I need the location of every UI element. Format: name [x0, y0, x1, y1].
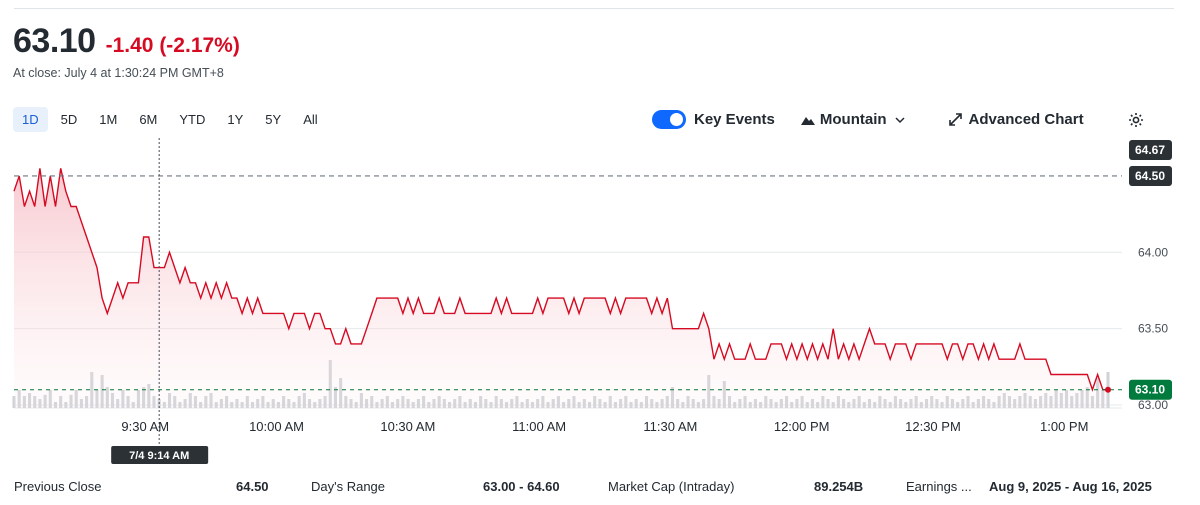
mountain-icon: [800, 116, 815, 125]
advanced-chart-button[interactable]: Advanced Chart: [948, 111, 1084, 128]
y-tick-label: 63.00: [1138, 398, 1168, 412]
y-tick-label: 64.00: [1138, 245, 1168, 259]
stat-previous-close-label: Previous Close: [14, 479, 102, 494]
last-price: 63.10: [13, 22, 96, 60]
x-tick-label: 1:00 PM: [1040, 419, 1088, 434]
stat-days-range-value: 63.00 - 64.60: [483, 479, 560, 494]
key-events-label: Key Events: [694, 111, 775, 128]
stat-earnings-value: Aug 9, 2025 - Aug 16, 2025: [989, 479, 1152, 494]
toggle-switch[interactable]: [652, 110, 686, 129]
range-all[interactable]: All: [303, 112, 318, 127]
stat-market-cap-label: Market Cap (Intraday): [608, 479, 735, 494]
last-price-tag: 63.10: [1135, 383, 1165, 397]
chevron-down-icon: [895, 116, 905, 123]
price-chart[interactable]: 64.00 63.50 63.00 64.50 64.67 63.10 7/4 9:14 …: [0, 130, 1200, 465]
y-tick-label: 63.50: [1138, 322, 1168, 336]
key-events-toggle[interactable]: Key Events: [652, 110, 775, 129]
x-tick-label: 11:30 AM: [643, 419, 697, 434]
range-1d[interactable]: 1D: [13, 107, 48, 132]
previous-close-tag-bg: [1129, 165, 1172, 186]
crosshair-label-bg: [111, 446, 209, 464]
x-tick-label: 9:30 AM: [121, 419, 169, 434]
toggle-knob: [670, 113, 683, 126]
range-6m[interactable]: 6M: [139, 112, 158, 127]
range-5d[interactable]: 5D: [60, 112, 78, 127]
settings-button[interactable]: [1128, 112, 1144, 128]
advanced-chart-label: Advanced Chart: [968, 111, 1084, 128]
high-price-tag: 64.67: [1135, 143, 1165, 157]
stat-days-range-label: Day's Range: [311, 479, 386, 494]
chart-toolbar: Key Events Mountain Advanced Chart: [652, 110, 1144, 129]
range-1y[interactable]: 1Y: [227, 112, 244, 127]
stat-previous-close-value: 64.50: [236, 479, 269, 494]
expand-icon: [948, 113, 962, 126]
last-price-tag-bg: [1129, 379, 1172, 400]
price-change-percent: (-2.17%): [159, 34, 240, 57]
stat-earnings-label: Earnings ...: [906, 479, 972, 494]
range-1m[interactable]: 1M: [99, 112, 118, 127]
gear-icon: [1128, 112, 1143, 127]
chart-type-dropdown[interactable]: Mountain: [800, 111, 905, 128]
last-price-dot: [1105, 386, 1111, 393]
price-line: [13, 168, 1108, 392]
x-tick-label: 12:30 PM: [905, 419, 961, 434]
high-price-tag-bg: [1129, 140, 1172, 160]
x-tick-label: 11:00 AM: [512, 419, 566, 434]
x-tick-label: 10:00 AM: [249, 419, 304, 434]
chart-type-label: Mountain: [819, 111, 887, 128]
x-tick-label: 12:00 PM: [774, 419, 830, 434]
crosshair-label: 7/4 9:14 AM: [129, 450, 189, 462]
close-timestamp: At close: July 4 at 1:30:24 PM GMT+8: [13, 66, 224, 80]
top-divider: [14, 8, 1174, 9]
range-selector: 1D 5D 1M 6M YTD 1Y 5Y All: [13, 107, 327, 132]
x-tick-label: 10:30 AM: [380, 419, 435, 434]
quote-header: 63.10 -1.40 (-2.17%): [13, 22, 240, 61]
price-change-value: -1.40: [105, 34, 154, 57]
range-ytd[interactable]: YTD: [179, 112, 206, 127]
price-change: -1.40 (-2.17%): [106, 34, 240, 58]
range-5y[interactable]: 5Y: [265, 112, 282, 127]
stat-market-cap-value: 89.254B: [814, 479, 864, 494]
previous-close-tag: 64.50: [1135, 169, 1165, 183]
price-area-fill: [14, 168, 1108, 408]
